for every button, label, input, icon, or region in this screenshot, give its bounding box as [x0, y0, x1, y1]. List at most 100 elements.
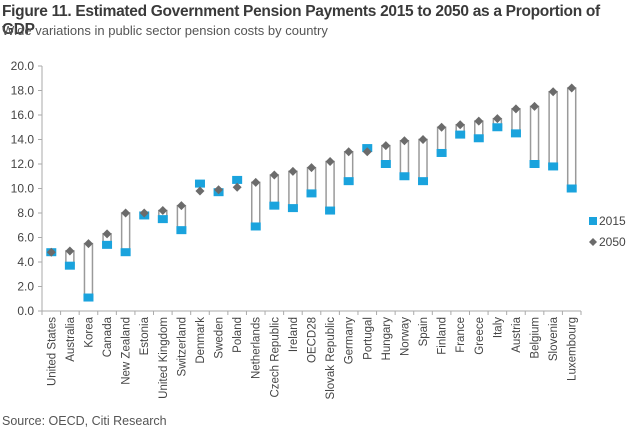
- marker-2050: [362, 147, 372, 157]
- x-category-label: United States: [46, 317, 58, 386]
- x-category-label: Denmark: [195, 317, 207, 364]
- marker-2015: [492, 123, 503, 132]
- x-category-label: Luxembourg: [567, 317, 579, 381]
- marker-2050: [325, 157, 335, 167]
- y-tick-label: 16.0: [11, 108, 35, 122]
- x-category-label: Portugal: [362, 317, 374, 360]
- range-bar: [269, 174, 280, 207]
- y-tick-label: 18.0: [11, 84, 35, 98]
- marker-2015: [436, 148, 447, 157]
- x-category-label: Greece: [474, 317, 486, 355]
- marker-2015: [194, 179, 205, 188]
- legend-label-2050: 2050: [599, 235, 626, 249]
- marker-2015: [250, 222, 261, 231]
- marker-2050: [121, 208, 131, 218]
- marker-2015: [455, 130, 466, 139]
- range-bar: [566, 87, 577, 190]
- marker-2050: [195, 186, 205, 196]
- marker-2015: [343, 177, 354, 186]
- marker-2015: [399, 172, 410, 181]
- legend-swatch-2015: [589, 217, 597, 225]
- y-tick-label: 14.0: [11, 133, 35, 147]
- legend-swatch-2050: [589, 238, 597, 246]
- marker-2015: [325, 206, 336, 215]
- marker-2050: [65, 246, 75, 256]
- x-category-label: Austria: [511, 316, 523, 352]
- marker-2015: [102, 240, 113, 249]
- marker-2050: [214, 185, 224, 195]
- marker-2015: [548, 162, 559, 171]
- x-category-label: Slovak Republic: [325, 317, 337, 400]
- x-category-label: Australia: [65, 316, 77, 361]
- x-category-label: Czech Republic: [269, 317, 281, 398]
- y-tick-label: 12.0: [11, 157, 35, 171]
- x-category-label: Belgium: [530, 317, 542, 359]
- marker-2050: [344, 147, 354, 157]
- x-category-label: Canada: [102, 316, 114, 357]
- y-tick-label: 20.0: [11, 59, 35, 73]
- marker-2015: [232, 175, 243, 184]
- y-tick-label: 4.0: [17, 255, 34, 269]
- y-tick-label: 2.0: [17, 280, 34, 294]
- range-bar: [399, 139, 410, 178]
- marker-2015: [380, 160, 391, 168]
- marker-2015: [510, 129, 521, 138]
- marker-2050: [102, 229, 112, 239]
- marker-2050: [139, 208, 149, 218]
- marker-2050: [158, 206, 168, 216]
- chart-subtitle: Wide variations in public sector pension…: [2, 23, 328, 38]
- x-category-label: Italy: [492, 317, 504, 338]
- y-tick-label: 6.0: [17, 231, 34, 245]
- marker-2050: [418, 135, 428, 144]
- marker-2015: [269, 201, 280, 210]
- marker-2015: [64, 261, 75, 270]
- x-category-label: Hungary: [381, 317, 393, 361]
- range-bar: [250, 181, 261, 228]
- marker-2050: [548, 87, 558, 97]
- y-tick-label: 10.0: [11, 182, 35, 196]
- chart-title: Figure 11. Estimated Government Pension …: [2, 3, 600, 38]
- legend-label-2015: 2015: [599, 214, 626, 228]
- marker-2050: [474, 116, 484, 126]
- marker-2050: [269, 170, 279, 180]
- x-category-label: OECD28: [307, 317, 319, 363]
- range-bar: [325, 160, 335, 212]
- x-category-label: Poland: [232, 317, 244, 353]
- x-category-label: Finland: [437, 317, 449, 355]
- marker-2050: [567, 83, 577, 93]
- x-category-label: Spain: [418, 317, 430, 346]
- marker-2015: [566, 184, 577, 193]
- x-category-label: Netherlands: [251, 317, 263, 379]
- marker-2050: [399, 136, 409, 146]
- range-bar: [548, 90, 558, 168]
- x-category-label: Sweden: [214, 317, 226, 359]
- marker-2050: [251, 177, 261, 187]
- marker-2050: [288, 166, 298, 176]
- range-bar: [120, 212, 131, 253]
- x-category-label: New Zealand: [121, 317, 133, 385]
- marker-2015: [83, 293, 94, 302]
- marker-2050: [46, 247, 56, 257]
- x-category-label: Switzerland: [176, 317, 188, 376]
- x-category-label: Korea: [83, 316, 95, 347]
- marker-2050: [530, 101, 540, 111]
- range-bar: [529, 105, 540, 165]
- y-tick-label: 0.0: [17, 304, 34, 318]
- marker-2050: [176, 201, 186, 211]
- marker-2050: [455, 120, 465, 130]
- marker-2050: [492, 114, 502, 124]
- x-category-label: Germany: [344, 317, 356, 365]
- marker-2015: [473, 134, 484, 143]
- range-bar: [418, 138, 428, 182]
- marker-2050: [83, 239, 93, 249]
- marker-2015: [306, 189, 317, 198]
- source-note: Source: OECD, Citi Research: [2, 414, 167, 428]
- marker-2015: [529, 160, 540, 168]
- marker-2015: [120, 248, 131, 257]
- marker-2050: [307, 163, 316, 173]
- x-category-label: United Kingdom: [158, 317, 170, 399]
- range-bar: [288, 170, 298, 209]
- range-bar: [83, 242, 94, 299]
- marker-2015: [418, 177, 429, 186]
